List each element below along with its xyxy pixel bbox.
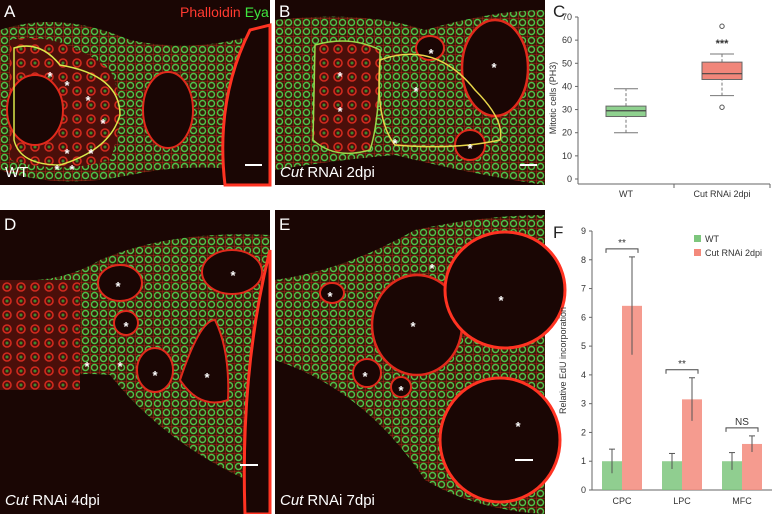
marker: * xyxy=(64,78,70,93)
marker: * xyxy=(337,69,343,84)
marker: * xyxy=(327,289,333,304)
marker: * xyxy=(88,146,94,161)
panel-letter: D xyxy=(4,215,16,234)
legend-label: WT xyxy=(705,234,719,244)
marker: * xyxy=(429,261,435,276)
y-tick-label: 6 xyxy=(581,312,586,322)
marker: * xyxy=(115,279,121,294)
legend-swatch xyxy=(694,235,701,242)
caption-gene: Cut xyxy=(280,492,304,509)
marker: * xyxy=(117,359,123,374)
y-tick-label: 20 xyxy=(562,128,572,138)
panel-letter: F xyxy=(553,223,563,242)
panel-letter: A xyxy=(4,2,16,21)
marker: * xyxy=(152,368,158,383)
y-axis-label: Mitotic cells (PH3) xyxy=(548,62,558,135)
marker: * xyxy=(392,136,398,151)
caption-condition: RNAi 4dpi xyxy=(32,492,100,509)
marker: * xyxy=(428,46,434,61)
marker: * xyxy=(100,116,106,131)
bar xyxy=(662,461,682,490)
stain-label: Eya xyxy=(245,4,269,20)
panel-b xyxy=(275,0,545,185)
x-tick-label: MFC xyxy=(732,496,752,506)
marker: * xyxy=(398,383,404,398)
outlier xyxy=(719,104,725,110)
panel-caption: WT xyxy=(5,164,28,181)
y-tick-label: 3 xyxy=(581,399,586,409)
y-tick-label: 0 xyxy=(581,485,586,495)
stain-legend: Phalloidin Eya xyxy=(180,4,269,20)
y-tick-label: 60 xyxy=(562,35,572,45)
legend-label: Cut RNAi 2dpi xyxy=(705,248,762,258)
marker: * xyxy=(515,419,521,434)
significance-bracket xyxy=(665,369,699,374)
significance-bracket xyxy=(725,427,759,432)
y-tick-label: 30 xyxy=(562,105,572,115)
x-tick-label: CPC xyxy=(612,496,632,506)
marker: * xyxy=(64,146,70,161)
marker: * xyxy=(413,84,419,99)
stain-label: Phalloidin xyxy=(180,4,241,20)
panel-letter: E xyxy=(279,215,290,234)
y-tick-label: 10 xyxy=(562,151,572,161)
y-tick-label: 4 xyxy=(581,370,586,380)
bar xyxy=(602,461,622,490)
bar xyxy=(622,305,642,490)
y-tick-label: 1 xyxy=(581,456,586,466)
outlier xyxy=(719,23,725,29)
y-tick-label: 70 xyxy=(562,12,572,22)
y-tick-label: 7 xyxy=(581,284,586,294)
box xyxy=(701,61,743,80)
caption-gene: Cut xyxy=(280,164,304,181)
marker: * xyxy=(47,69,53,84)
panel-a xyxy=(0,0,272,187)
marker: * xyxy=(491,60,497,75)
bar xyxy=(682,399,702,490)
y-tick-label: 0 xyxy=(567,174,572,184)
panel-caption: Cut RNAi 2dpi xyxy=(280,164,375,181)
panel-d xyxy=(0,210,272,516)
significance: ** xyxy=(618,238,626,249)
marker: * xyxy=(85,93,91,108)
caption-condition: RNAi 2dpi xyxy=(307,164,375,181)
x-tick-label: Cut RNAi 2dpi xyxy=(693,189,750,199)
marker: * xyxy=(337,104,343,119)
marker: * xyxy=(84,359,90,374)
x-tick-label: LPC xyxy=(673,496,691,506)
panel-e xyxy=(275,210,567,514)
y-tick-label: 8 xyxy=(581,255,586,265)
bar xyxy=(742,443,762,490)
y-axis-label: Relative EdU incorporation xyxy=(558,307,568,414)
panel-caption: Cut RNAi 7dpi xyxy=(280,492,375,509)
significance: *** xyxy=(716,38,730,50)
panel-letter: B xyxy=(279,2,290,21)
marker: * xyxy=(204,370,210,385)
significance: NS xyxy=(735,417,749,428)
y-tick-label: 40 xyxy=(562,81,572,91)
marker: * xyxy=(410,319,416,334)
marker: * xyxy=(467,141,473,156)
marker: * xyxy=(498,293,504,308)
y-tick-label: 50 xyxy=(562,58,572,68)
marker: * xyxy=(54,162,60,177)
bar xyxy=(722,461,742,490)
panel-caption: Cut RNAi 4dpi xyxy=(5,492,100,509)
y-tick-label: 2 xyxy=(581,427,586,437)
significance-bracket xyxy=(605,248,639,253)
significance: ** xyxy=(678,359,686,370)
panel-letter: C xyxy=(553,2,565,21)
marker: * xyxy=(123,319,129,334)
legend-swatch xyxy=(694,249,701,256)
y-tick-label: 5 xyxy=(581,341,586,351)
x-tick-label: WT xyxy=(619,189,633,199)
caption-gene: Cut xyxy=(5,492,29,509)
caption-condition: RNAi 7dpi xyxy=(307,492,375,509)
y-tick-label: 9 xyxy=(581,226,586,236)
marker: * xyxy=(362,369,368,384)
marker: * xyxy=(230,268,236,283)
marker: * xyxy=(69,162,75,177)
